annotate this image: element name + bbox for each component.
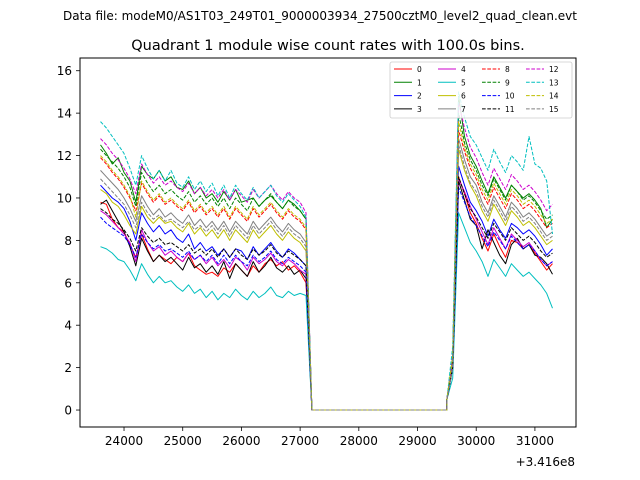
series-line-2	[100, 165, 553, 411]
y-tick-label: 2	[64, 361, 72, 375]
x-tick-label: 29000	[398, 434, 436, 448]
plot-frame	[79, 57, 577, 428]
legend-label-3: 3	[417, 105, 422, 114]
series-line-15	[100, 144, 553, 411]
chart-title: Quadrant 1 module wise count rates with …	[131, 38, 525, 54]
y-tick-label: 10	[57, 191, 72, 205]
legend-label-6: 6	[461, 92, 466, 101]
y-tick-label: 6	[64, 276, 72, 290]
legend-box	[389, 61, 573, 119]
legend-label-7: 7	[461, 105, 466, 114]
series-line-5	[100, 212, 553, 411]
y-tick-label: 0	[64, 404, 72, 418]
y-tick-label: 14	[57, 107, 72, 121]
x-tick-label: 31000	[516, 434, 554, 448]
legend-label-2: 2	[417, 92, 422, 101]
y-tick-label: 4	[64, 319, 72, 333]
y-tick-label: 8	[64, 234, 72, 248]
x-tick-label: 27000	[281, 434, 319, 448]
legend-label-8: 8	[505, 65, 510, 74]
plot-lines	[100, 91, 553, 411]
y-tick-label: 12	[57, 149, 72, 163]
legend-label-10: 10	[505, 92, 515, 101]
x-axis: 24000 25000 26000 27000 28000 29000 30000 31000	[105, 427, 554, 448]
legend-label-12: 12	[549, 65, 559, 74]
legend-label-0: 0	[417, 65, 422, 74]
x-tick-label: 25000	[164, 434, 202, 448]
series-line-3	[100, 180, 553, 411]
x-tick-label: 26000	[222, 434, 260, 448]
x-tick-label: 24000	[105, 434, 143, 448]
series-line-4	[100, 178, 553, 411]
legend-label-11: 11	[505, 105, 515, 114]
series-line-10	[100, 186, 553, 411]
legend-label-15: 15	[549, 105, 559, 114]
y-axis: 0 2 4 6 8 10 12 14 16	[57, 64, 80, 418]
series-line-9	[100, 112, 553, 411]
legend-label-9: 9	[505, 78, 510, 87]
y-tick-label: 16	[57, 64, 72, 78]
series-line-6	[100, 148, 553, 411]
series-line-12	[100, 102, 553, 411]
x-tick-label: 30000	[457, 434, 495, 448]
series-line-7	[100, 138, 553, 411]
x-offset-label: +3.416e8	[516, 455, 575, 469]
legend-label-1: 1	[417, 78, 422, 87]
series-line-14	[100, 121, 553, 411]
x-tick-label: 28000	[340, 434, 378, 448]
legend-label-13: 13	[549, 78, 559, 87]
legend-label-4: 4	[461, 65, 466, 74]
suptitle: Data file: modeM0/AS1T03_249T01_90000039…	[63, 9, 577, 23]
legend-label-5: 5	[461, 78, 466, 87]
legend-label-14: 14	[549, 92, 559, 101]
series-line-11	[100, 176, 553, 411]
series-line-13	[100, 91, 553, 411]
series-line-8	[100, 129, 553, 411]
